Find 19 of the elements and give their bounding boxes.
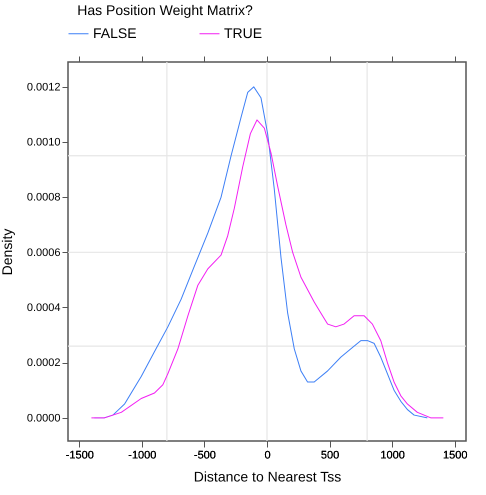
y-tick-label: 0.0010	[26, 136, 60, 148]
x-tick-label: -1500	[66, 450, 94, 462]
x-tick-label: 1000	[380, 450, 405, 462]
legend-title: Has Position Weight Matrix?	[77, 2, 254, 18]
legend-label: FALSE	[93, 24, 137, 41]
y-tick-label: 0.0006	[26, 246, 60, 259]
x-tick-label: 1500	[442, 450, 468, 462]
x-tick-label: 500	[320, 450, 340, 462]
x-tick-label: -1000	[128, 450, 156, 462]
y-tick-label: 0.0012	[26, 81, 60, 94]
x-axis-title: Distance to Nearest Tss	[194, 468, 342, 484]
y-axis-title: Density	[0, 228, 15, 276]
y-tick-label: 0.0008	[26, 192, 60, 204]
x-tick-label: -500	[194, 450, 216, 462]
legend-label: TRUE	[224, 24, 262, 41]
y-tick-label: 0.0000	[26, 412, 60, 424]
y-tick-label: 0.0002	[26, 357, 60, 370]
y-tick-label: 0.0004	[26, 302, 60, 314]
x-tick-label: 0	[264, 450, 271, 462]
